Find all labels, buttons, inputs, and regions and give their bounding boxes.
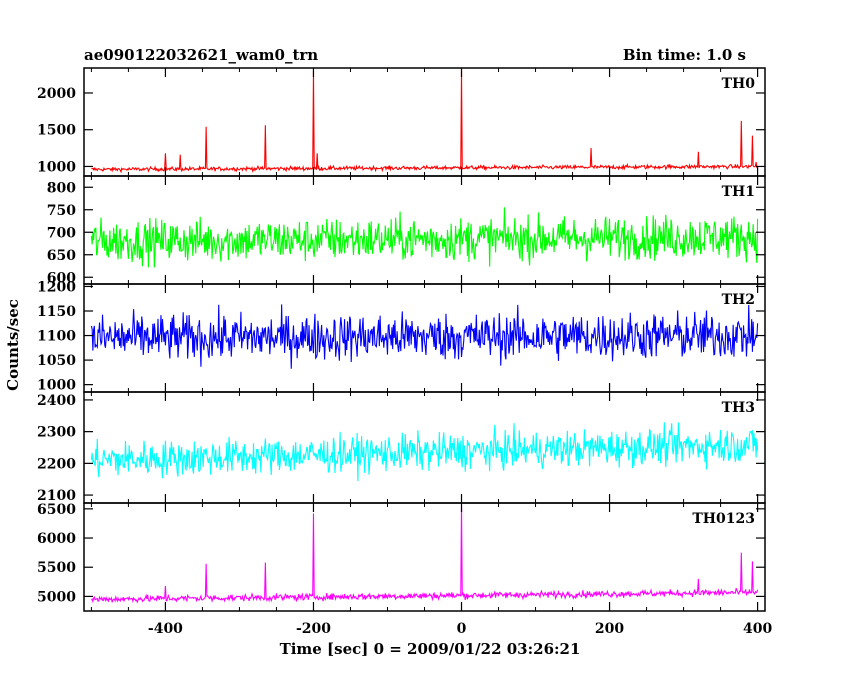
panel-th1: 600 650 700 750 800 TH1	[47, 175, 766, 286]
y-tick-label: 1100	[37, 329, 76, 345]
y-tick-label: 6500	[37, 502, 76, 518]
bin-time-label: Bin time: 1.0 s	[623, 46, 746, 64]
y-tick-label: 800	[47, 180, 76, 196]
x-tick-label: -400	[148, 621, 183, 637]
x-axis-label: Time [sec] 0 = 2009/01/22 03:26:21	[280, 640, 581, 658]
x-tick-label: 400	[743, 621, 772, 637]
x-tick-label: -200	[296, 621, 331, 637]
y-tick-label: 2000	[37, 86, 76, 102]
x-tick-label: 200	[595, 621, 624, 637]
panel-name-label: TH0123	[692, 511, 755, 527]
y-tick-label: 5500	[37, 560, 76, 576]
y-tick-label: 2100	[37, 488, 76, 504]
series-line-th0	[91, 69, 759, 174]
series-line-th2	[90, 304, 759, 369]
y-axis-label: Counts/sec	[4, 299, 22, 391]
y-tick-label: 1500	[37, 123, 76, 139]
panel-name-label: TH3	[722, 400, 755, 416]
panel-name-label: TH1	[722, 184, 755, 200]
observation-label: ae090122032621_wam0_trn	[84, 46, 318, 64]
y-tick-label: 2200	[37, 456, 76, 472]
panel-th3: 2100 2200 2300 2400 TH3	[37, 391, 766, 504]
panel-th0123: 5000 5500 6000 6500 TH0123	[37, 502, 766, 612]
series-line-th1	[90, 207, 759, 268]
x-tick-label: 0	[457, 621, 467, 637]
y-tick-label: 1050	[37, 353, 76, 369]
panel-th0: 1000 1500 2000 TH0	[37, 67, 766, 177]
series-line-th0123	[90, 505, 759, 604]
y-tick-label: 750	[47, 203, 76, 219]
y-tick-label: 2400	[37, 393, 76, 409]
y-tick-label: 600	[47, 270, 76, 286]
panel-frame	[83, 67, 766, 177]
y-tick-label: 5000	[37, 589, 76, 605]
y-tick-label: 1000	[37, 378, 76, 394]
panel-th2: 1000 1050 1100 1150 1200 TH2	[37, 279, 766, 394]
y-tick-label: 700	[47, 225, 76, 241]
y-tick-label: 650	[47, 248, 76, 264]
y-tick-label: 1200	[37, 279, 76, 295]
y-tick-label: 2300	[37, 425, 76, 441]
y-tick-label: 1000	[37, 159, 76, 175]
y-tick-label: 6000	[37, 531, 76, 547]
series-line-th3	[90, 422, 759, 481]
panel-name-label: TH0	[722, 76, 756, 92]
panel-name-label: TH2	[722, 292, 755, 308]
y-tick-label: 1150	[37, 304, 76, 320]
